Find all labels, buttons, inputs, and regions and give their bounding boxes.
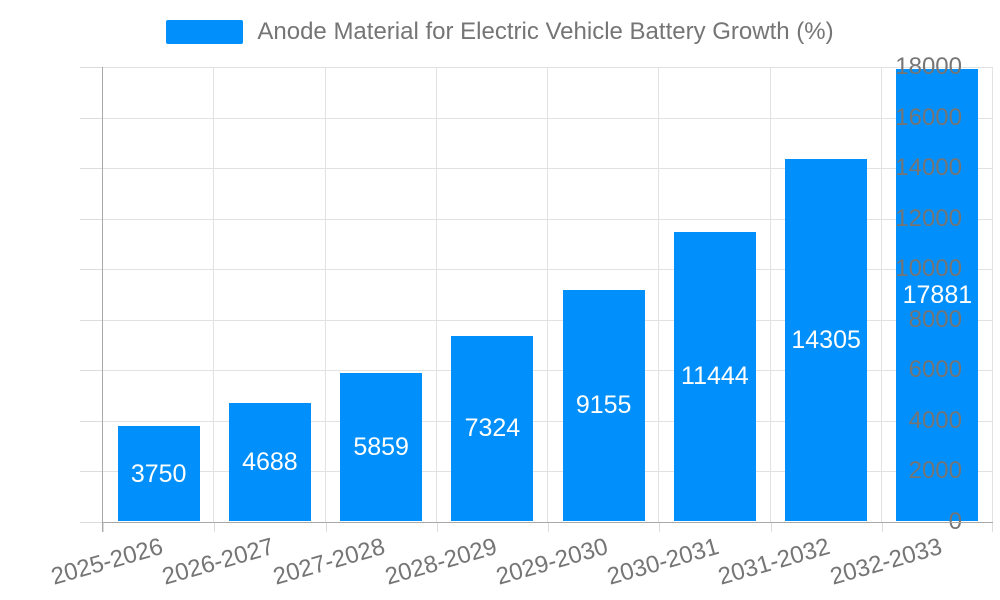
y-gridline: [103, 67, 993, 68]
x-gridline: [213, 67, 215, 522]
bar-value-label: 17881: [902, 281, 973, 309]
y-axis-tick: [80, 471, 103, 473]
x-axis-tick: [103, 522, 104, 532]
y-gridline: [103, 370, 993, 372]
y-axis-tick: [80, 168, 103, 170]
x-tick-label: 2028-2029: [381, 533, 500, 591]
bar-value-label: 7324: [464, 414, 521, 443]
y-tick-label: 6000: [908, 356, 962, 384]
y-tick-label: 14000: [895, 154, 962, 182]
bar[interactable]: 7324: [451, 335, 534, 521]
y-axis-tick: [80, 117, 103, 119]
bar-value-label: 4688: [242, 447, 298, 476]
x-axis-tick: [659, 522, 661, 532]
x-axis-tick: [881, 522, 883, 532]
y-axis-tick: [80, 420, 103, 422]
x-gridline: [435, 67, 437, 522]
y-gridline: [103, 218, 993, 220]
y-tick-label: 8000: [908, 305, 962, 333]
y-tick-label: 10000: [895, 255, 962, 283]
x-gridline: [992, 67, 993, 522]
bars-layer: 3750 4688 5859 7324 9155 11444 14305 17881: [103, 67, 993, 522]
legend-item[interactable]: Anode Material for Electric Vehicle Batt…: [0, 14, 1000, 50]
y-axis-tick: [80, 67, 103, 68]
grid-layer: [80, 67, 993, 532]
bar-value-label: 9155: [575, 391, 632, 420]
plot-area: 3750 4688 5859 7324 9155 11444 14305 17881 0 200…: [48, 55, 993, 591]
axis-layer: 0 2000 4000 6000 8000 10000 12000 14000 16000 180…: [48, 55, 993, 591]
x-axis-tick: [214, 522, 216, 532]
x-gridline: [324, 67, 326, 522]
y-gridline: [103, 420, 993, 422]
y-gridline: [103, 319, 993, 321]
x-tick-label: 2026-2027: [159, 533, 278, 591]
x-axis-tick: [992, 522, 993, 532]
x-tick-label: 2031-2032: [715, 533, 834, 591]
bar-value-label: 11444: [681, 362, 749, 391]
y-tick-label: 2000: [908, 457, 962, 485]
x-gridline: [658, 67, 660, 522]
y-axis-tick: [80, 370, 103, 372]
y-axis-line: [102, 67, 103, 532]
x-axis-tick: [436, 522, 438, 532]
bar[interactable]: 9155: [562, 289, 645, 521]
y-tick-label: 16000: [895, 103, 962, 131]
x-gridline: [769, 67, 771, 522]
y-gridline: [103, 471, 993, 473]
y-tick-label: 12000: [895, 204, 962, 232]
y-axis-tick: [80, 319, 103, 321]
y-axis-tick: [80, 269, 103, 271]
x-tick-label: 2027-2028: [270, 533, 389, 591]
x-gridline: [547, 67, 548, 522]
y-tick-label: 4000: [908, 406, 962, 434]
x-tick-label: 2032-2033: [826, 533, 945, 591]
y-gridline: [103, 269, 993, 271]
y-axis-tick: [80, 218, 103, 220]
bar[interactable]: 14305: [785, 159, 868, 521]
bar[interactable]: 11444: [673, 231, 756, 521]
x-gridline: [880, 67, 882, 522]
x-tick-label: 2025-2026: [48, 533, 166, 591]
bar[interactable]: 4688: [228, 402, 311, 521]
bar-value-label: 14305: [791, 326, 861, 355]
y-tick-label: 0: [948, 508, 962, 535]
x-tick-label: 2029-2030: [493, 533, 611, 591]
y-axis-tick: [80, 522, 103, 523]
y-gridline: [103, 168, 993, 170]
bar[interactable]: 3750: [117, 426, 200, 521]
x-axis-tick: [770, 522, 772, 532]
bar[interactable]: 5859: [340, 372, 423, 521]
y-tick-label: 18000: [895, 53, 962, 80]
x-axis-tick: [325, 522, 327, 532]
x-axis-tick: [548, 522, 549, 532]
legend-label: Anode Material for Electric Vehicle Batt…: [257, 18, 834, 45]
bar-value-label: 5859: [353, 432, 409, 461]
x-axis-line: [103, 522, 993, 523]
legend-swatch: [166, 20, 244, 44]
x-tick-label: 2030-2031: [604, 533, 723, 591]
bar-value-label: 3750: [130, 459, 187, 488]
bar[interactable]: 17881: [896, 69, 979, 521]
y-gridline: [103, 117, 993, 119]
